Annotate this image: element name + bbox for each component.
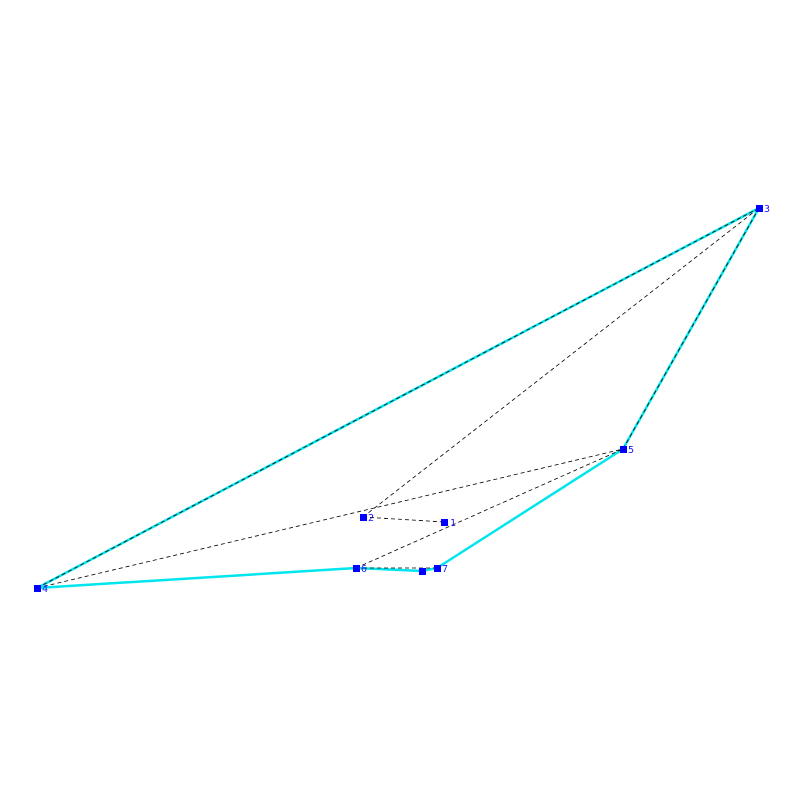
point-label: 3	[764, 204, 770, 215]
point-label: 1	[450, 518, 456, 529]
point	[34, 585, 41, 592]
point	[756, 205, 763, 212]
point	[419, 568, 426, 575]
labels: 1 2 3 4 5 6 7	[42, 204, 770, 595]
triangulation	[36, 207, 760, 589]
point	[620, 446, 627, 453]
point	[434, 565, 441, 572]
edge	[355, 448, 624, 569]
point	[441, 519, 448, 526]
edge	[362, 207, 760, 518]
point-label: 2	[368, 513, 374, 524]
edge	[362, 516, 445, 523]
point-label: 4	[42, 584, 48, 595]
edge	[36, 448, 624, 589]
point-label: 6	[361, 564, 367, 575]
point	[360, 514, 367, 521]
points	[34, 205, 763, 592]
point-label: 7	[442, 564, 448, 575]
point	[353, 565, 360, 572]
edge	[36, 207, 760, 589]
point-label: 5	[628, 445, 634, 456]
